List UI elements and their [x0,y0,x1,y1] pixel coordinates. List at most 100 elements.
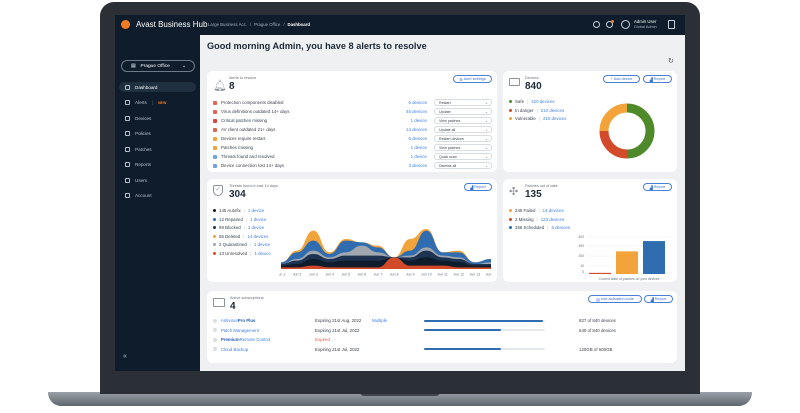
legend-item: In danger | 210 devices [509,107,564,114]
alert-label: Threats found and resolved [221,154,275,159]
alert-devices-link[interactable]: 45 devices [406,109,427,114]
devices-link[interactable]: 210 devices [540,107,565,113]
devices-link[interactable]: 1 device [253,242,271,247]
avast-logo-icon [121,20,130,29]
alert-devices-link[interactable]: 1 device [410,154,427,159]
devices-report-button[interactable]: ▟ Report [643,75,672,83]
sidebar-item-reports[interactable]: Reports [119,160,196,170]
user-avatar-icon[interactable] [621,20,630,29]
alert-devices-link[interactable]: 1 device [410,118,427,123]
sidebar-item-devices[interactable]: Devices [119,113,196,123]
alert-icon [213,163,217,168]
patches-report-button[interactable]: ▟ Report [643,183,672,191]
x-tick-label: Jun 9 [406,273,415,277]
user-name[interactable]: Admin User [634,19,657,24]
subscription-name[interactable]: ◎ Premium Remote Control [213,336,271,343]
product-icon: ◎ [213,327,217,332]
subscription-name[interactable]: ◎ Antivirus Pro Plus [213,317,256,324]
sidebar-item-account[interactable]: Account [119,191,196,201]
multiple-link[interactable]: Multiple [372,318,388,323]
subscription-name[interactable]: ◎ Cloud Backup [213,346,249,352]
patches-label: Patches out of date [525,184,558,188]
threats-area-chart: Jun 1 Jun 2 Jun 3 Jun 4 Jun 5 Jun 6 Jun 7 Jun 8… [279,229,493,277]
alert-settings-button[interactable]: ⚙ Alert settings [453,75,492,83]
refresh-icon[interactable]: ↻ [668,58,674,65]
alerts-card: 🔔︎ Alerts to resolve 8 ⚙ Alert settings … [207,71,497,172]
sidebar-item-label: Dashboard [135,84,158,90]
double-chevron-left-icon[interactable]: « [123,353,127,360]
alert-action-dropdown[interactable]: Dismiss all ⌄ [434,162,492,169]
chevron-down-icon: ⌄ [484,127,488,132]
alert-devices-link[interactable]: 1 device [410,145,427,150]
sidebar-item-alerts[interactable]: Alerts | NEW [119,98,196,108]
new-badge: NEW [157,100,167,105]
devices-link[interactable]: 1 device [250,216,267,222]
sidebar-item-label: Users [135,177,147,183]
legend-dot [509,117,512,120]
donut-slice-in-danger [599,130,628,159]
alert-icon [213,109,217,114]
alert-icon [213,154,217,159]
site-selector[interactable]: ▤ Prague Office ⌄ [121,60,195,72]
legend-label: 356 Scheduled [515,225,545,230]
devices-link[interactable]: 1 device [254,250,271,256]
chevron-down-icon: ⌄ [484,145,488,150]
dashboard-icon [125,84,130,90]
alert-action-dropdown[interactable]: Update all ⌄ [434,126,492,133]
devices-link[interactable]: 1 device [247,208,265,213]
devices-link[interactable]: 14 devices [542,208,564,213]
alert-action-dropdown[interactable]: View patches ⌄ [434,144,492,151]
use-activation-code-button[interactable]: ▤ Use activation code [588,295,642,303]
alert-label: Device connection lost 14+ days [221,163,285,168]
sidebar-item-patches[interactable]: Patches [119,144,196,154]
legend-item: 245 Failed | 14 devices [509,207,564,214]
alerts-label: Alerts to resolve [229,76,257,80]
alert-devices-link[interactable]: 6 devices [408,136,427,141]
sidebar-item-policies[interactable]: Policies [119,129,196,139]
alert-row: Virus definitions outdated 14+ days [213,108,289,115]
patches-card: ✣ Patches out of date 135 ▟ Report 245 F… [503,179,677,282]
logo[interactable]: Avast Business Hub [121,20,207,29]
settings-gear-icon[interactable] [593,21,600,28]
legend-dot [213,234,216,238]
devices-link[interactable]: 420 devices [531,99,555,104]
donut-slice-vulnerable [599,103,628,132]
subscription-name[interactable]: ◎ Patch Management [213,327,259,333]
subscription-status: Expired [315,337,330,342]
alert-action-dropdown[interactable]: Restart ⌄ [434,99,492,106]
legend-dot [213,217,216,221]
chart-caption: Current state of patches on your devices [599,277,660,281]
alert-action-dropdown[interactable]: Restart devices ⌄ [434,135,492,142]
site-selector-label: Prague Office [140,63,170,69]
breadcrumb-site[interactable]: Prague Office [254,22,281,27]
subscription-status: Expiring 21st Aug, 2022 [315,318,362,323]
threats-report-button[interactable]: ▟ Report [464,183,492,191]
devices-link[interactable]: 123 devices [540,216,565,222]
breadcrumb-account[interactable]: Large Business Acc. [208,22,247,27]
sidebar: ▤ Prague Office ⌄ Dashboard Alerts | NEW Devic… [115,35,200,371]
devices-link[interactable]: 1 device [247,225,265,230]
office-icon: ▤ [131,63,136,69]
alert-devices-link[interactable]: 14 devices [406,127,427,132]
devices-link[interactable]: 210 devices [542,116,567,121]
sidebar-item-dashboard[interactable]: Dashboard [119,82,196,92]
legend-dot [509,100,512,103]
legend-dot [509,226,512,229]
alert-action-dropdown[interactable]: View patches ⌄ [434,117,492,124]
x-tick-label: Jun 10 [421,273,432,277]
sidebar-item-users[interactable]: Users [119,175,196,185]
alert-devices-link[interactable]: 6 devices [408,100,427,105]
legend-label: 2 Quarantined [219,242,247,247]
devices-link[interactable]: 14 devices [247,233,269,239]
alert-devices-link[interactable]: 3 devices [408,163,427,168]
notifications-icon[interactable] [606,20,614,28]
top-bar: Avast Business Hub Large Business Acc. / … [115,15,685,35]
devices-link[interactable]: 6 devices [551,225,570,230]
alert-action-dropdown[interactable]: Update ⌄ [434,108,492,115]
devices-switch-icon[interactable] [668,20,675,29]
alert-action-dropdown[interactable]: Quick scan ⌄ [434,153,492,160]
subscriptions-report-button[interactable]: ▟ Report [644,295,673,303]
add-device-button[interactable]: + Add device [603,75,640,83]
usage-bar [424,329,545,331]
legend-item: Vulnerable | 210 devices [509,115,566,122]
